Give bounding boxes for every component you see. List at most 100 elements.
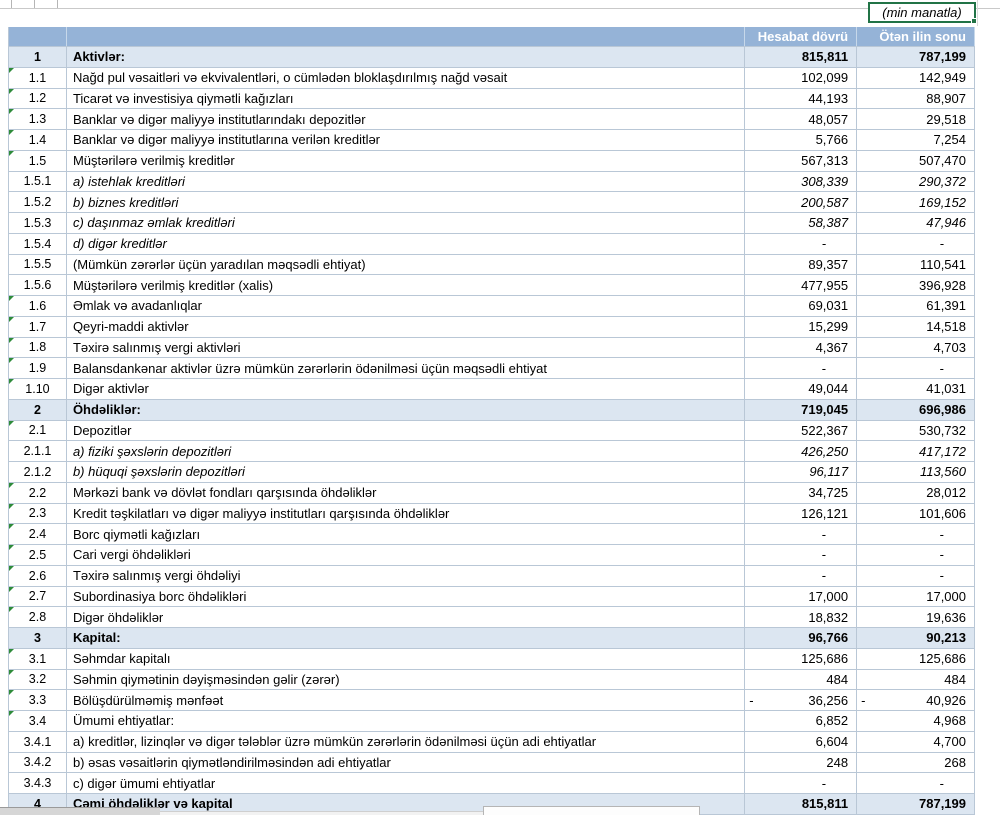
cell-label[interactable]: Kapital:: [67, 628, 746, 648]
cell-value-prev[interactable]: -: [857, 545, 975, 565]
cell-code[interactable]: 3.4.3: [9, 773, 67, 793]
cell-code[interactable]: 2.7: [9, 586, 67, 607]
cell-value-period[interactable]: 58,387: [745, 213, 858, 233]
cell-label[interactable]: Banklar və digər maliyyə institutlarına …: [67, 130, 746, 150]
cell-value-period[interactable]: 6,604: [745, 731, 858, 752]
cell-label[interactable]: (Mümkün zərərlər üçün yaradılan məqsədli…: [67, 254, 746, 275]
cell-label[interactable]: Nağd pul vəsaitləri və ekvivalentləri, o…: [67, 67, 746, 88]
cell-value-period[interactable]: 522,367: [745, 420, 858, 441]
cell-value-period[interactable]: -: [745, 565, 858, 586]
cell-value-prev[interactable]: 290,372: [857, 171, 975, 192]
cell-label[interactable]: c) daşınmaz əmlak kreditləri: [67, 213, 746, 233]
cell-value-prev[interactable]: 28,012: [857, 482, 975, 503]
cell-value-prev[interactable]: 484: [857, 669, 975, 690]
cell-code[interactable]: 3.4.1: [9, 731, 67, 752]
cell-label[interactable]: Müştərilərə verilmiş kreditlər (xalis): [67, 275, 746, 295]
cell-code[interactable]: 1.9: [9, 358, 67, 378]
cell-label[interactable]: Bölüşdürülməmiş mənfəət: [67, 690, 746, 710]
cell-value-prev[interactable]: 41,031: [857, 379, 975, 399]
cell-label[interactable]: Banklar və digər maliyyə institutlarında…: [67, 109, 746, 129]
cell-label[interactable]: Aktivlər:: [67, 47, 746, 67]
cell-value-prev[interactable]: 61,391: [857, 296, 975, 316]
cell-code[interactable]: 1.5: [9, 150, 67, 171]
cell-label[interactable]: Müştərilərə verilmiş kreditlər: [67, 150, 746, 171]
cell-value-period[interactable]: 815,811: [745, 794, 858, 814]
cell-value-prev[interactable]: 4,700: [857, 731, 975, 752]
cell-value-prev[interactable]: 88,907: [857, 88, 975, 109]
cell-value-period[interactable]: -: [745, 524, 858, 544]
cell-label[interactable]: Borc qiymətli kağızları: [67, 524, 746, 544]
fill-handle[interactable]: [971, 18, 977, 24]
cell-code[interactable]: 1.5.3: [9, 213, 67, 233]
cell-label[interactable]: a) istehlak kreditləri: [67, 171, 746, 192]
cell-value-period[interactable]: 17,000: [745, 586, 858, 607]
cell-value-period[interactable]: 15,299: [745, 316, 858, 337]
column-header-period[interactable]: Hesabat dövrü: [745, 27, 858, 46]
cell-label[interactable]: Təxirə salınmış vergi öhdəliyi: [67, 565, 746, 586]
cell-code[interactable]: 2.6: [9, 565, 67, 586]
cell-label[interactable]: Qeyri-maddi aktivlər: [67, 316, 746, 337]
header-label-cell[interactable]: [67, 27, 746, 46]
cell-label[interactable]: Əmlak və avadanlıqlar: [67, 296, 746, 316]
selected-cell-unit-note[interactable]: (min manatla): [868, 2, 977, 24]
cell-value-prev[interactable]: 125,686: [857, 648, 975, 669]
cell-code[interactable]: 2.4: [9, 524, 67, 544]
cell-code[interactable]: 1.5.5: [9, 254, 67, 275]
cell-value-prev[interactable]: -: [857, 565, 975, 586]
cell-code[interactable]: 1.8: [9, 337, 67, 358]
cell-label[interactable]: Digər aktivlər: [67, 379, 746, 399]
cell-code[interactable]: 2.1.2: [9, 462, 67, 482]
cell-value-period[interactable]: 48,057: [745, 109, 858, 129]
cell-label[interactable]: a) fiziki şəxslərin depozitləri: [67, 441, 746, 461]
cell-code[interactable]: 3.4: [9, 711, 67, 731]
cell-code[interactable]: 1.4: [9, 130, 67, 150]
cell-label[interactable]: Ümumi ehtiyatlar:: [67, 711, 746, 731]
cell-value-period[interactable]: 44,193: [745, 88, 858, 109]
cell-value-period[interactable]: 567,313: [745, 150, 858, 171]
cell-label[interactable]: d) digər kreditlər: [67, 233, 746, 254]
cell-value-prev[interactable]: 101,606: [857, 503, 975, 524]
cell-value-prev[interactable]: 417,172: [857, 441, 975, 461]
cell-label[interactable]: Kredit təşkilatları və digər maliyyə ins…: [67, 503, 746, 524]
cell-label[interactable]: Mərkəzi bank və dövlət fondları qarşısın…: [67, 482, 746, 503]
cell-value-period[interactable]: 308,339: [745, 171, 858, 192]
cell-value-prev[interactable]: 530,732: [857, 420, 975, 441]
cell-value-period[interactable]: -: [745, 545, 858, 565]
cell-code[interactable]: 1.3: [9, 109, 67, 129]
cell-value-prev[interactable]: 110,541: [857, 254, 975, 275]
cell-value-period[interactable]: 5,766: [745, 130, 858, 150]
cell-code[interactable]: 3.4.2: [9, 752, 67, 773]
cell-value-prev[interactable]: 268: [857, 752, 975, 773]
cell-value-period[interactable]: 248: [745, 752, 858, 773]
cell-value-prev[interactable]: -: [857, 773, 975, 793]
cell-code[interactable]: 1.1: [9, 67, 67, 88]
cell-value-period[interactable]: 815,811: [745, 47, 858, 67]
cell-code[interactable]: 1.7: [9, 316, 67, 337]
column-header-prev[interactable]: Ötən ilin sonu: [857, 27, 975, 46]
cell-value-period[interactable]: 34,725: [745, 482, 858, 503]
cell-value-prev[interactable]: 90,213: [857, 628, 975, 648]
cell-code[interactable]: 2.1: [9, 420, 67, 441]
cell-value-period[interactable]: 125,686: [745, 648, 858, 669]
cell-value-period[interactable]: -: [745, 773, 858, 793]
cell-value-prev[interactable]: 7,254: [857, 130, 975, 150]
cell-label[interactable]: Depozitlər: [67, 420, 746, 441]
cell-value-prev[interactable]: 787,199: [857, 794, 975, 814]
cell-value-period[interactable]: 96,766: [745, 628, 858, 648]
cell-code[interactable]: 3.3: [9, 690, 67, 710]
cell-value-period[interactable]: 126,121: [745, 503, 858, 524]
cell-label[interactable]: b) əsas vəsaitlərin qiymətləndirilməsind…: [67, 752, 746, 773]
cell-code[interactable]: 2.5: [9, 545, 67, 565]
cell-value-prev[interactable]: 396,928: [857, 275, 975, 295]
cell-value-prev[interactable]: 142,949: [857, 67, 975, 88]
cell-value-prev[interactable]: -: [857, 358, 975, 378]
cell-value-period[interactable]: 69,031: [745, 296, 858, 316]
cell-value-period[interactable]: - 36,256: [745, 690, 858, 710]
cell-code[interactable]: 1.5.1: [9, 171, 67, 192]
cell-label[interactable]: Öhdəliklər:: [67, 399, 746, 420]
cell-value-period[interactable]: 102,099: [745, 67, 858, 88]
cell-value-prev[interactable]: 4,703: [857, 337, 975, 358]
header-code-cell[interactable]: [9, 27, 67, 46]
cell-code[interactable]: 1: [9, 47, 67, 67]
cell-value-period[interactable]: 89,357: [745, 254, 858, 275]
